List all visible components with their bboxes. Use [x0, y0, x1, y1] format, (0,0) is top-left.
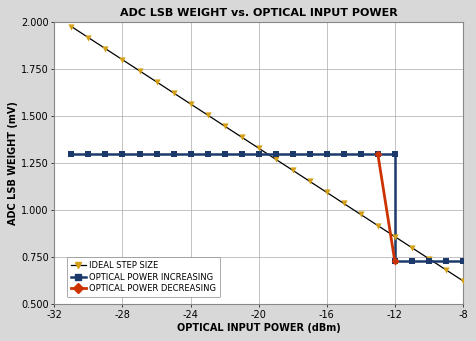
Point	[289, 151, 297, 157]
Point	[238, 151, 246, 157]
Point	[170, 90, 178, 95]
Legend: IDEAL STEP SIZE, OPTICAL POWER INCREASING, OPTICAL POWER DECREASING: IDEAL STEP SIZE, OPTICAL POWER INCREASIN…	[67, 257, 220, 297]
Point	[374, 151, 382, 157]
Point	[255, 146, 262, 151]
Point	[442, 258, 450, 264]
Point	[357, 212, 365, 217]
Point	[187, 151, 194, 157]
Point	[136, 68, 143, 74]
Point	[153, 79, 160, 85]
Point	[408, 245, 416, 250]
Point	[153, 151, 160, 157]
Point	[357, 151, 365, 157]
Point	[204, 112, 211, 118]
Title: ADC LSB WEIGHT vs. OPTICAL INPUT POWER: ADC LSB WEIGHT vs. OPTICAL INPUT POWER	[120, 8, 397, 18]
Point	[68, 24, 75, 29]
Point	[204, 151, 211, 157]
Point	[221, 123, 228, 129]
Point	[306, 151, 314, 157]
Point	[391, 258, 398, 264]
Point	[391, 234, 398, 239]
Point	[425, 256, 433, 262]
Point	[391, 258, 398, 264]
X-axis label: OPTICAL INPUT POWER (dBm): OPTICAL INPUT POWER (dBm)	[177, 323, 340, 333]
Point	[255, 151, 262, 157]
Point	[85, 151, 92, 157]
Point	[170, 151, 178, 157]
Point	[187, 101, 194, 107]
Point	[340, 151, 347, 157]
Point	[102, 151, 109, 157]
Point	[459, 278, 466, 283]
Point	[272, 151, 279, 157]
Point	[408, 258, 416, 264]
Point	[119, 57, 126, 62]
Point	[68, 151, 75, 157]
Point	[238, 134, 246, 140]
Point	[374, 223, 382, 228]
Point	[221, 151, 228, 157]
Y-axis label: ADC LSB WEIGHT (mV): ADC LSB WEIGHT (mV)	[9, 101, 19, 225]
Point	[289, 167, 297, 173]
Point	[425, 258, 433, 264]
Point	[459, 258, 466, 264]
Point	[323, 151, 330, 157]
Point	[442, 267, 450, 272]
Point	[102, 46, 109, 51]
Point	[85, 35, 92, 40]
Point	[136, 151, 143, 157]
Point	[340, 201, 347, 206]
Point	[391, 151, 398, 157]
Point	[119, 151, 126, 157]
Point	[306, 179, 314, 184]
Point	[272, 157, 279, 162]
Point	[374, 151, 382, 157]
Point	[323, 190, 330, 195]
